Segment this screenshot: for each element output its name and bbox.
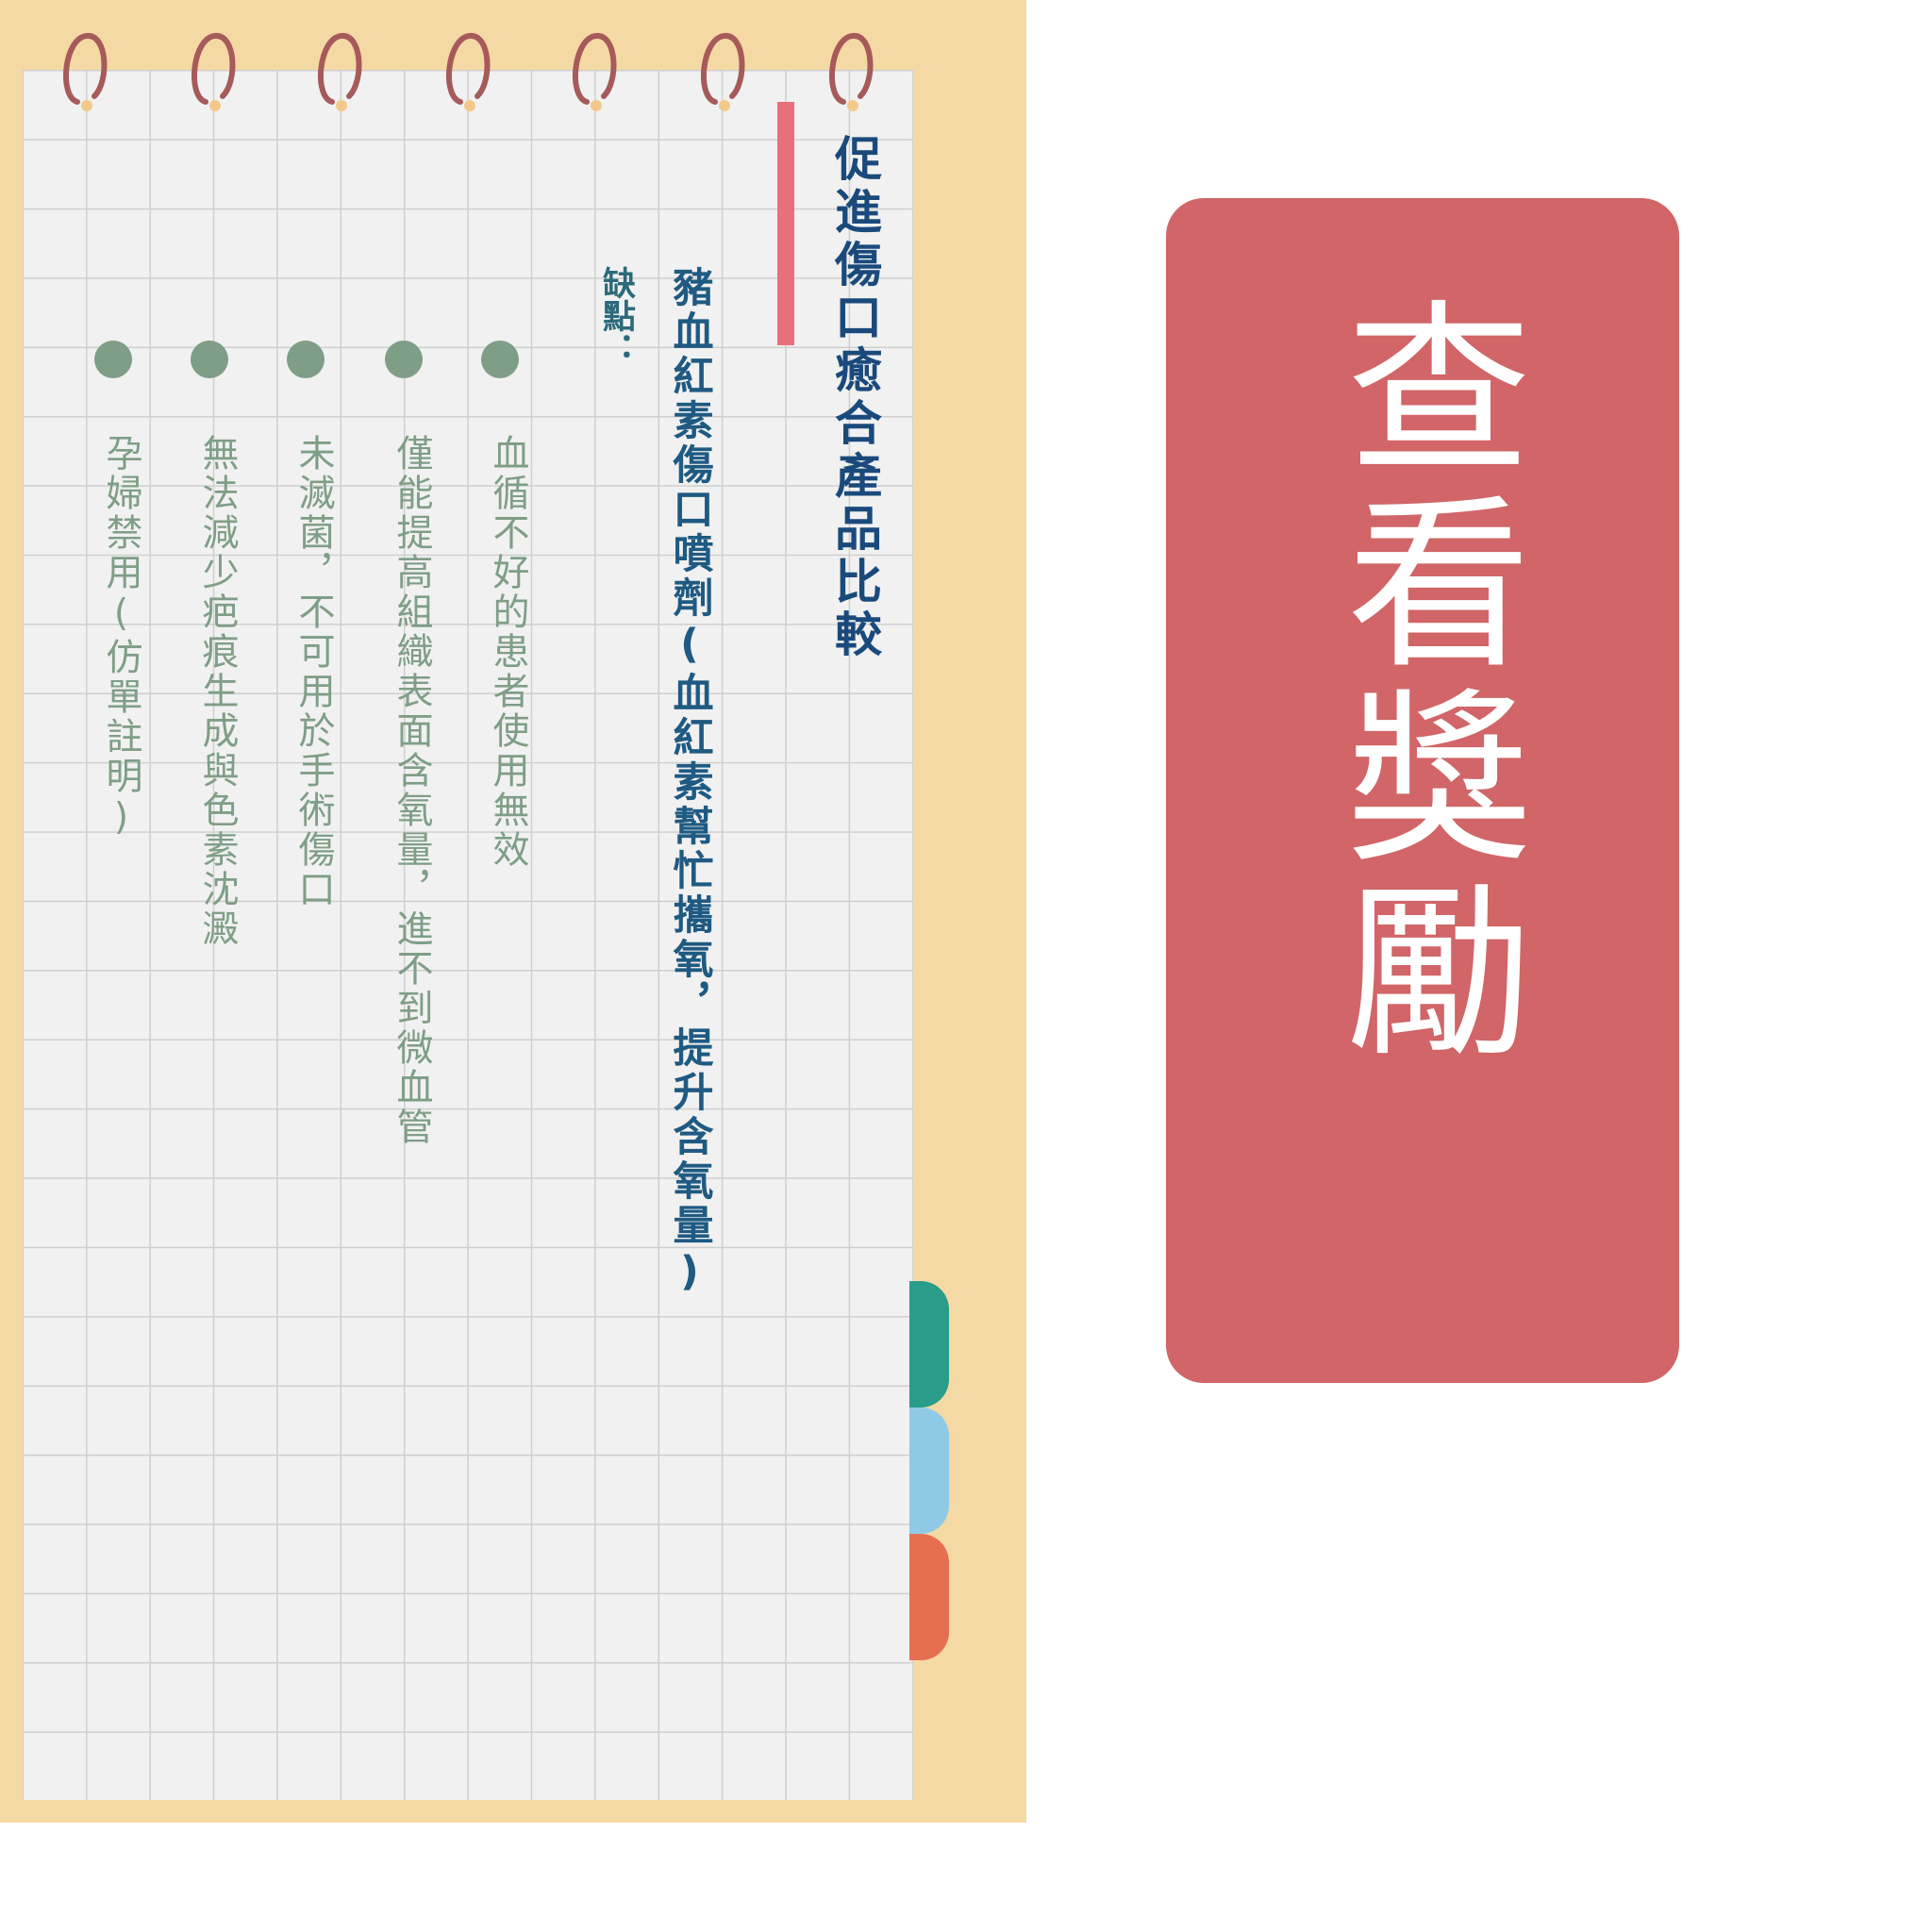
bullet-dot <box>287 341 325 378</box>
bullet-dot <box>481 341 519 378</box>
bullet-dot <box>94 341 132 378</box>
ring-hole <box>847 100 858 111</box>
cons-label: 缺點： <box>597 266 635 365</box>
ring-hole <box>209 100 221 111</box>
bullet-dot <box>385 341 423 378</box>
cons-item: 孕婦禁用(仿單註明) <box>100 434 142 841</box>
divider-tab-blue[interactable] <box>909 1407 949 1534</box>
page-title: 促進傷口癒合產品比較 <box>827 134 882 662</box>
ring-hole <box>81 100 92 111</box>
ring-hole <box>464 100 475 111</box>
grid-paper <box>23 70 913 1800</box>
binding-ring <box>318 33 362 105</box>
divider-tab-green[interactable] <box>909 1281 949 1407</box>
binding-ring <box>573 33 617 105</box>
ring-hole <box>591 100 602 111</box>
view-rewards-label: 查看獎勵 <box>1315 292 1530 1070</box>
ring-hole <box>719 100 730 111</box>
binding-ring <box>829 33 874 105</box>
cons-item: 僅能提高組織表面含氧量，進不到微血管 <box>391 434 433 1147</box>
cons-item: 血循不好的患者使用無效 <box>487 434 529 870</box>
binding-ring <box>63 33 108 105</box>
cons-item: 未滅菌，不可用於手術傷口 <box>292 434 335 909</box>
view-rewards-button[interactable] <box>1166 198 1679 1383</box>
title-accent-bar <box>777 102 794 345</box>
binding-ring <box>701 33 745 105</box>
binding-ring <box>192 33 236 105</box>
cons-item: 無法減少疤痕生成與色素沈澱 <box>196 434 239 949</box>
binding-ring <box>446 33 491 105</box>
ring-hole <box>336 100 347 111</box>
product-name: 豬血紅素傷口噴劑(血紅素幫忙攜氧，提升含氧量) <box>666 266 713 1299</box>
bullet-dot <box>191 341 228 378</box>
binding-rings <box>63 33 874 111</box>
divider-tab-orange[interactable] <box>909 1534 949 1660</box>
